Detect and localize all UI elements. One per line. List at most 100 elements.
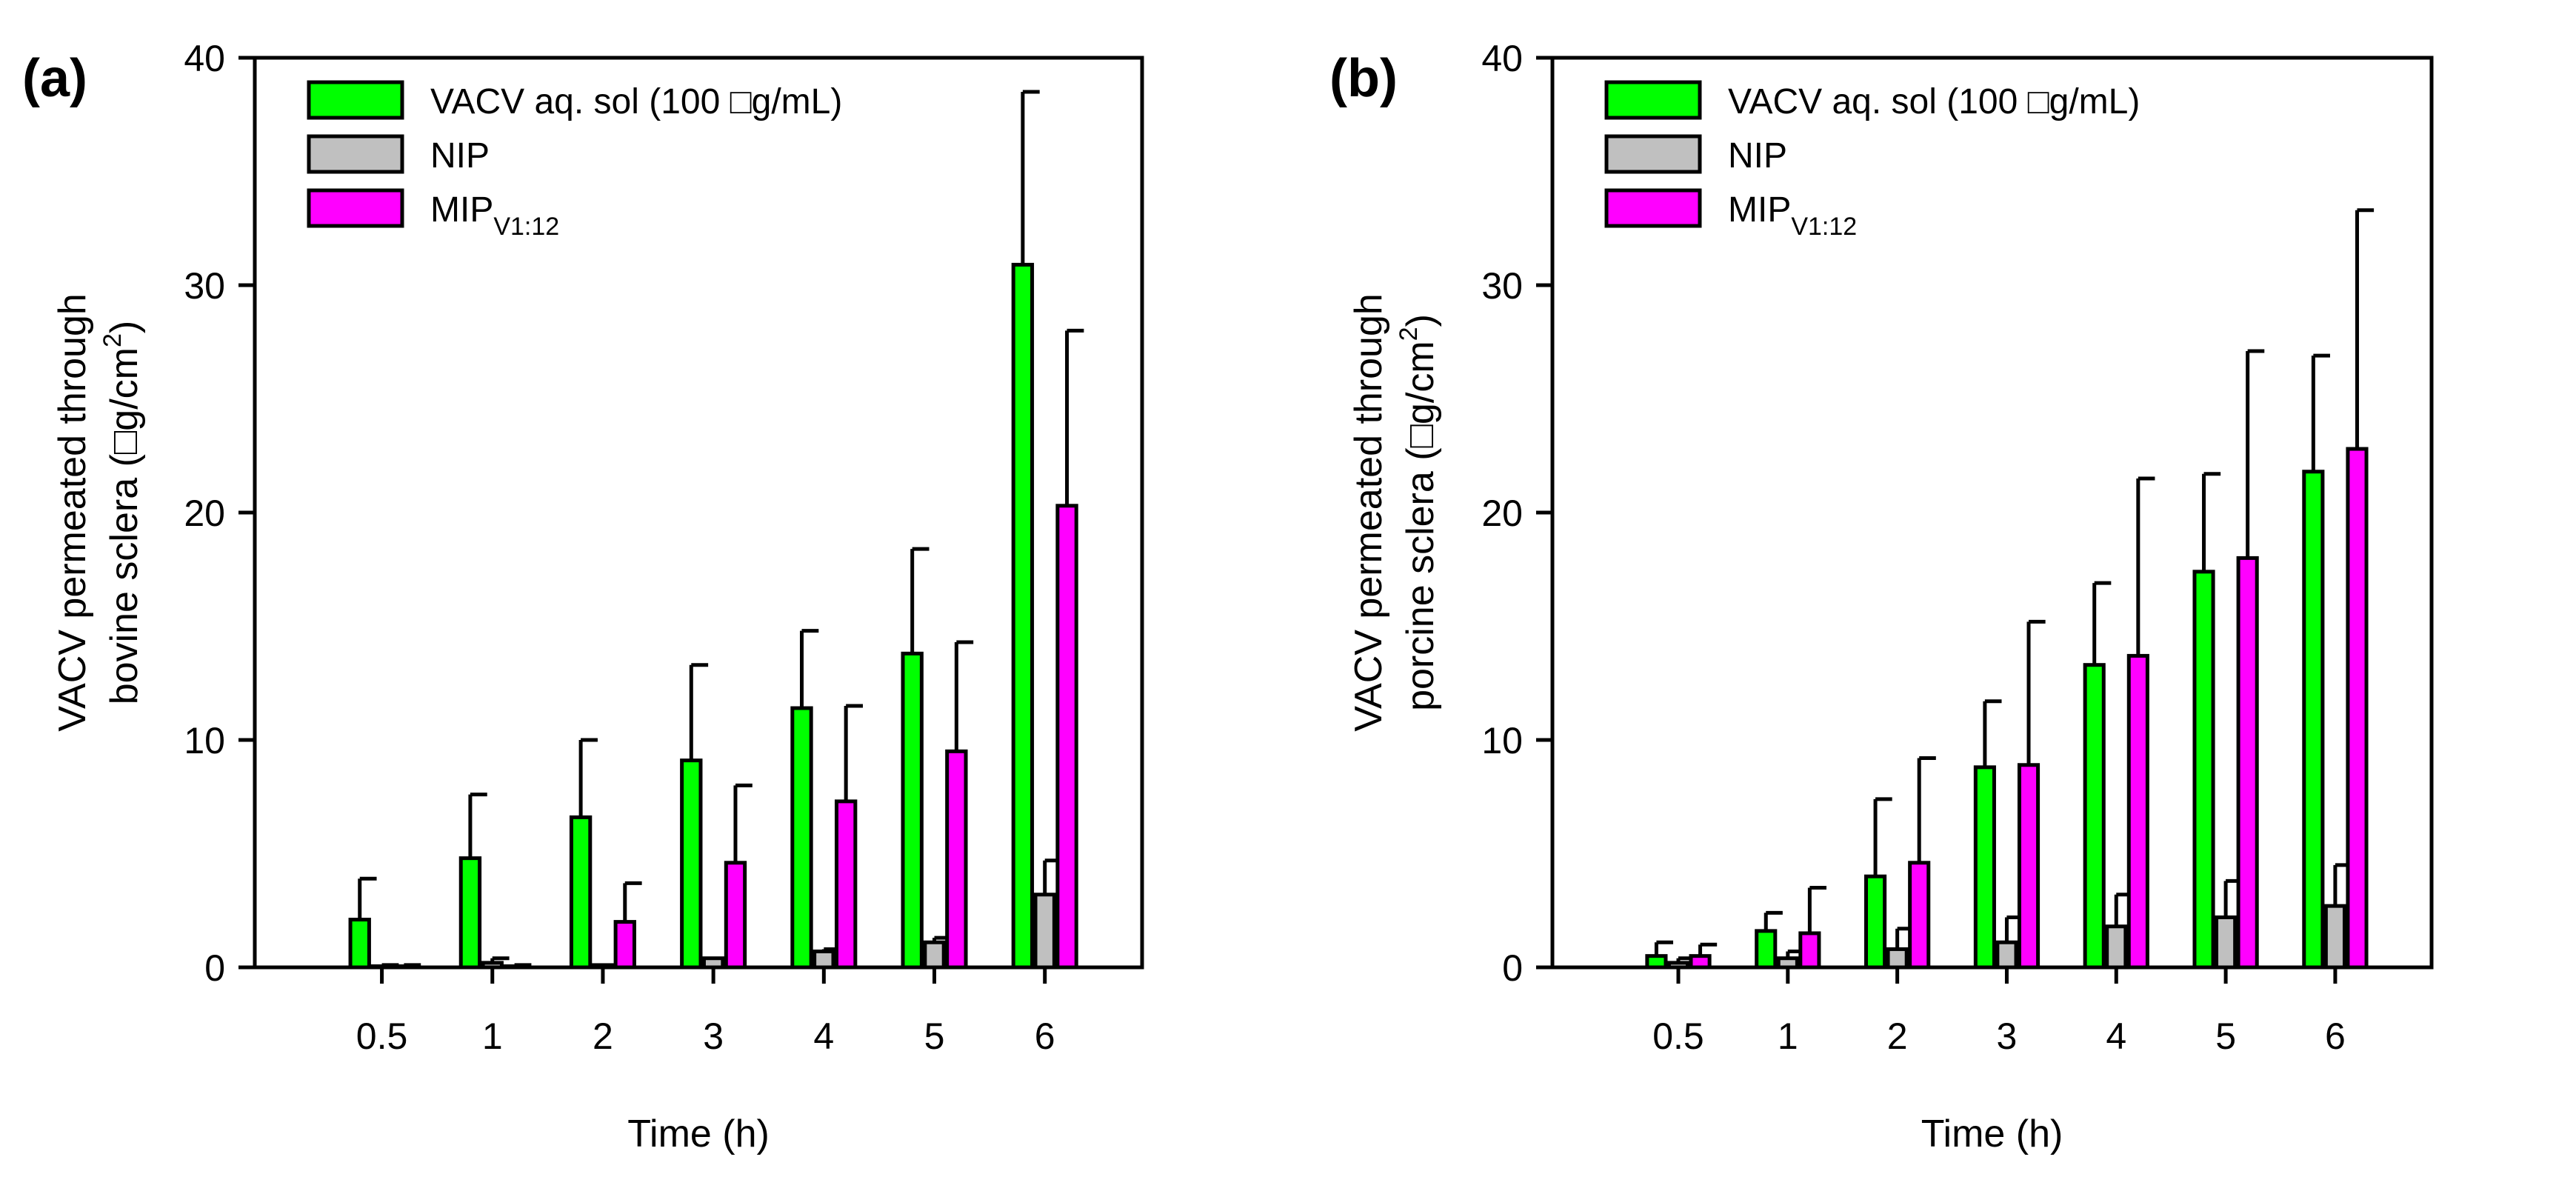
bar-mip [1798, 931, 1821, 970]
legend-label: VACV aq. sol (100 □g/mL) [430, 82, 842, 121]
legend: VACV aq. sol (100 □g/mL) NIP MIPV1:12 [1604, 80, 2140, 241]
legend-label: NIP [430, 136, 490, 176]
y-axis-label-line1: VACV permeated through [51, 293, 94, 732]
x-tick-label: 3 [1997, 1015, 2018, 1057]
y-axis-label: VACV permeated through bovine sclera (□g/… [51, 293, 146, 732]
y-axis-label-end: ) [103, 321, 146, 333]
legend-swatch [1604, 80, 1702, 120]
legend-item: NIP [307, 134, 490, 176]
legend-swatch [1604, 134, 1702, 174]
y-tick-label: 10 [1481, 720, 1523, 761]
y-tick-label: 30 [1481, 265, 1523, 307]
y-axis-label-superscript: 2 [1395, 327, 1423, 341]
y-tick-label: 0 [204, 947, 225, 989]
x-tick-label: 3 [703, 1015, 724, 1057]
legend-label-text: VACV aq. sol (100 □g/mL) [430, 82, 842, 121]
x-tick-label: 1 [1778, 1015, 1798, 1057]
bar-nip [812, 950, 835, 970]
bar-vacv [348, 918, 371, 970]
legend-item: NIP [1604, 134, 1787, 176]
legend-label-text: NIP [1728, 136, 1787, 176]
legend-swatch [1604, 188, 1702, 228]
y-tick-label: 40 [184, 38, 225, 79]
y-axis-label-superscript: 2 [99, 333, 127, 347]
legend-swatch [307, 80, 404, 120]
y-axis-label-line2: bovine sclera (□g/cm2) [99, 321, 146, 705]
bar-mip [724, 861, 747, 970]
legend-item: VACV aq. sol (100 □g/mL) [307, 80, 842, 121]
x-tick-label: 0.5 [1652, 1015, 1704, 1057]
y-tick-label: 20 [1481, 493, 1523, 534]
x-tick-label: 5 [924, 1015, 945, 1057]
x-tick-label: 5 [2215, 1015, 2236, 1057]
bar-vacv [680, 758, 703, 970]
legend-item: VACV aq. sol (100 □g/mL) [1604, 80, 2140, 121]
bar-mip [1908, 861, 1931, 970]
y-tick-label: 30 [184, 265, 225, 307]
bar-vacv [1973, 765, 1996, 970]
bar-vacv [1864, 874, 1887, 970]
x-tick-label: 2 [1887, 1015, 1908, 1057]
legend-label-text: MIP [430, 190, 493, 230]
bar-nip [923, 940, 946, 970]
bar-nip [1886, 947, 1909, 970]
bar-mip [2236, 556, 2259, 970]
chart-panel-a: (a) 0 10 20 30 40 0.5 1 2 3 4 5 6 Time (h) VACV permea… [22, 38, 1144, 1155]
y-tick-label: 40 [1481, 38, 1523, 79]
y-axis-label: VACV permeated through porcine sclera (□g… [1347, 293, 1442, 732]
legend-label-text: MIP [1728, 190, 1791, 230]
bar-vacv [2302, 470, 2325, 970]
bar-nip [2215, 915, 2238, 970]
chart-panel-b: (b) 0 10 20 30 40 0.5 1 2 3 4 5 6 Time (h) VACV permea… [1329, 38, 2434, 1155]
x-tick-label: 6 [1035, 1015, 1055, 1057]
panel-label: (b) [1329, 49, 1398, 108]
bar-vacv [2192, 570, 2215, 970]
bar-vacv [1011, 262, 1035, 970]
legend-label-text: VACV aq. sol (100 □g/mL) [1728, 82, 2140, 121]
y-axis-label-end: ) [1399, 314, 1442, 327]
bar-vacv [1755, 929, 1778, 970]
panel-label: (a) [22, 49, 87, 108]
bar-mip [2346, 447, 2369, 970]
bar-vacv [569, 815, 593, 970]
x-axis-label: Time (h) [1921, 1113, 2063, 1155]
x-tick-label: 1 [482, 1015, 503, 1057]
x-tick-label: 4 [813, 1015, 834, 1057]
bar-vacv [2083, 663, 2106, 970]
x-tick-label: 6 [2325, 1015, 2346, 1057]
y-axis-label-line1: VACV permeated through [1347, 293, 1390, 732]
bar-nip [1995, 940, 2018, 970]
y-tick-label: 20 [184, 493, 225, 534]
legend-label: NIP [1728, 136, 1787, 176]
legend-item: MIPV1:12 [307, 188, 559, 241]
bar-mip [613, 920, 636, 970]
legend-label: MIPV1:12 [430, 190, 559, 241]
bar-mip [1055, 504, 1078, 970]
bar-vacv [901, 651, 924, 970]
legend-item: MIPV1:12 [1604, 188, 1857, 241]
x-axis-label: Time (h) [627, 1113, 770, 1155]
bar-vacv [458, 856, 482, 970]
bar-vacv [790, 706, 813, 970]
bar-nip [2105, 924, 2128, 970]
bar-nip [1033, 893, 1056, 970]
legend-label: MIPV1:12 [1728, 190, 1857, 241]
y-axis-label-text: bovine sclera (□g/cm [103, 347, 146, 704]
bar-mip [945, 749, 968, 970]
legend-label: VACV aq. sol (100 □g/mL) [1728, 82, 2140, 121]
x-tick-label: 4 [2106, 1015, 2126, 1057]
y-axis-label-line2: porcine sclera (□g/cm2) [1395, 314, 1442, 711]
legend-label-subscript: V1:12 [1791, 213, 1857, 241]
bar-mip [834, 799, 858, 970]
legend: VACV aq. sol (100 □g/mL) NIP MIPV1:12 [307, 80, 842, 241]
bar-mip [2017, 763, 2041, 970]
y-tick-label: 0 [1502, 947, 1523, 989]
x-tick-label: 2 [593, 1015, 613, 1057]
y-tick-label: 10 [184, 720, 225, 761]
y-axis-label-text: porcine sclera (□g/cm [1399, 341, 1442, 711]
legend-label-subscript: V1:12 [493, 213, 559, 241]
legend-swatch [307, 134, 404, 174]
legend-label-text: NIP [430, 136, 490, 176]
x-tick-label: 0.5 [356, 1015, 408, 1057]
